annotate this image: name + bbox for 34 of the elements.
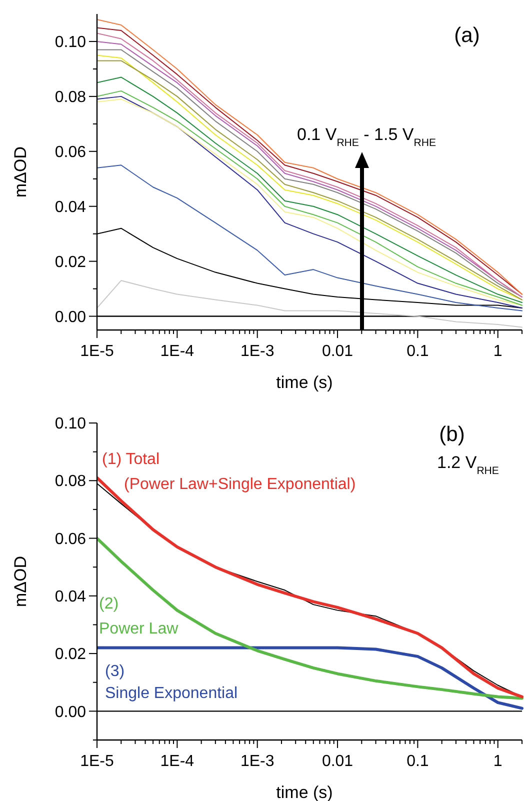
x-tick-label: 1E-5 <box>80 753 114 770</box>
x-tick-label: 0.01 <box>322 343 354 360</box>
annotation: (a) <box>454 24 480 47</box>
x-tick-label: 0.1 <box>406 753 429 770</box>
annotation: (b) <box>439 423 465 446</box>
x-tick-label: 1 <box>493 343 502 360</box>
y-tick-label: 0.02 <box>54 646 86 664</box>
y-tick-label: 0.04 <box>54 198 86 216</box>
y-tick-label: 0.00 <box>54 308 86 326</box>
y-tick-label: 0.08 <box>54 473 86 490</box>
x-tick-label: 1E-3 <box>240 753 274 770</box>
series-label: (2) Power Law <box>99 595 179 638</box>
y-tick-label: 0.06 <box>54 530 86 548</box>
y-tick-label: 0.10 <box>54 416 86 433</box>
annotation: 0.1 V$_{RHE}$ - 1.5 V$_{RHE}$ <box>297 125 436 149</box>
x-axis-title: time (s) <box>276 373 333 392</box>
series-label: (3) Single Exponential <box>105 662 238 702</box>
y-tick-label: 0.06 <box>54 144 86 161</box>
x-tick-label: 0.01 <box>322 753 354 770</box>
x-tick-label: 1E-5 <box>80 343 114 360</box>
y-tick-label: 0.04 <box>54 588 86 606</box>
x-tick-label: 1E-4 <box>160 343 194 360</box>
y-axis-title: mΔOD <box>11 146 30 198</box>
annotation: 1.2 V$_{RHE}$ <box>437 453 499 477</box>
y-tick-label: 0.10 <box>54 34 86 52</box>
y-axis-title: mΔOD <box>11 556 30 608</box>
series-label: (1) Total (Power Law+Single Exponential) <box>102 450 356 493</box>
y-tick-label: 0.02 <box>54 254 86 271</box>
y-tick-label: 0.00 <box>54 704 86 721</box>
x-tick-label: 1 <box>493 753 502 770</box>
x-tick-label: 1E-3 <box>240 343 274 360</box>
x-tick-label: 1E-4 <box>160 753 194 770</box>
y-tick-label: 0.08 <box>54 89 86 106</box>
x-tick-label: 0.1 <box>406 343 429 360</box>
